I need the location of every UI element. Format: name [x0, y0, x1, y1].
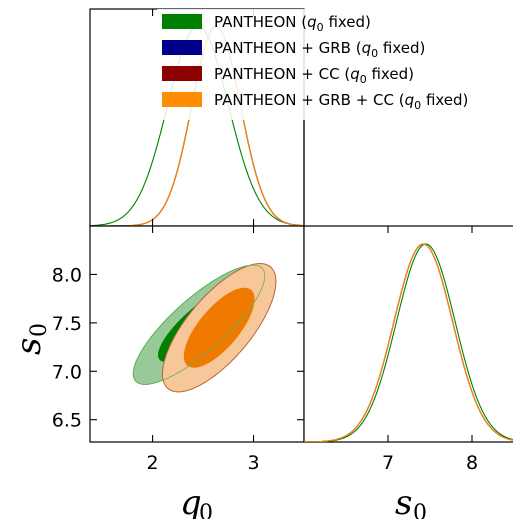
legend-label-2: PANTHEON + CC (q0 fixed) — [214, 65, 414, 86]
s0-tick-label: 6.5 — [52, 410, 82, 432]
legend-swatch-3 — [162, 92, 202, 107]
q0-tick-label: 2 — [147, 452, 159, 474]
s0-tick-label: 7.5 — [52, 313, 82, 335]
q0-s0-contour-panel: 2 3 6.5 7.0 7.5 8.0 — [52, 225, 305, 474]
legend-label-1: PANTHEON + GRB (q0 fixed) — [214, 39, 425, 60]
svg-text:0: 0 — [413, 501, 427, 519]
contour-combined-68 — [183, 287, 255, 368]
svg-text:0: 0 — [199, 501, 213, 519]
y-axis-title-s0: s 0 — [9, 323, 52, 355]
legend: PANTHEON (q0 fixed) PANTHEON + GRB (q0 fi… — [157, 9, 513, 120]
svg-text:s: s — [395, 483, 412, 519]
legend-swatch-2 — [162, 66, 202, 81]
s0-marginal-curve-0 — [304, 243, 513, 442]
legend-label-0: PANTHEON (q0 fixed) — [214, 13, 371, 34]
svg-text:0: 0 — [27, 323, 52, 337]
legend-swatch-1 — [162, 40, 202, 55]
s0-tick-label: 8.0 — [52, 264, 82, 286]
s0-tick-label: 7.0 — [52, 361, 82, 383]
s0x-tick-label: 8 — [466, 452, 478, 474]
svg-text:s: s — [9, 338, 49, 355]
legend-label-3: PANTHEON + GRB + CC (q0 fixed) — [214, 91, 468, 112]
svg-text:q: q — [180, 483, 202, 519]
contour-pantheon-95-outline — [132, 264, 266, 385]
x-axis-title-q0: q 0 — [180, 483, 213, 519]
x-axis-title-s0: s 0 — [395, 483, 427, 519]
s0-marginal-curve-3 — [304, 243, 513, 442]
legend-swatch-0 — [162, 14, 202, 29]
s0x-tick-label: 7 — [382, 452, 394, 474]
q0-tick-label: 3 — [247, 452, 259, 474]
